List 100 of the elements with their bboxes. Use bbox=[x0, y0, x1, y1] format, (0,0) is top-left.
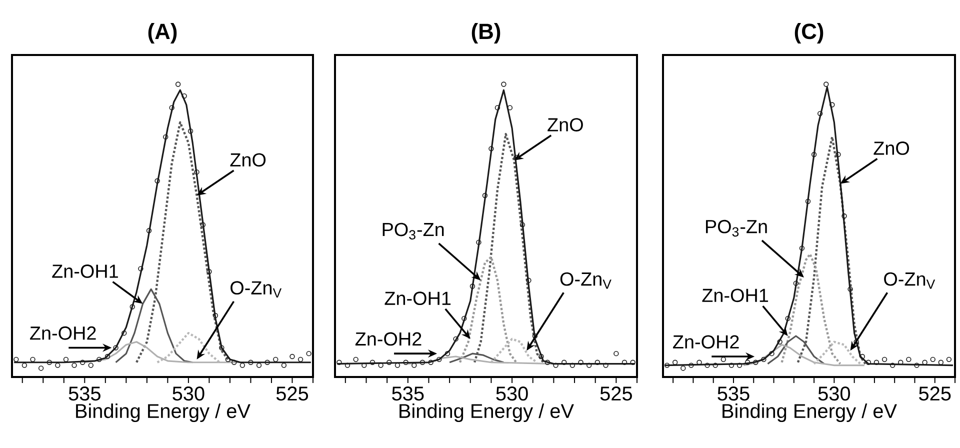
point bbox=[514, 154, 519, 160]
x-axis-title: Binding Energy / eV bbox=[76, 403, 250, 422]
x-axis-title: Binding Energy / eV bbox=[722, 403, 897, 422]
point bbox=[906, 356, 912, 362]
annotation: Zn-OH1 bbox=[384, 292, 451, 306]
x-tick-label: 535 bbox=[392, 386, 424, 401]
point bbox=[526, 278, 532, 283]
point bbox=[874, 360, 880, 365]
point bbox=[104, 354, 110, 360]
point bbox=[570, 362, 576, 368]
x-tick-label: 530 bbox=[496, 386, 528, 401]
point bbox=[882, 356, 888, 362]
point bbox=[436, 356, 442, 362]
point bbox=[860, 354, 865, 360]
x-tick-label: 535 bbox=[68, 386, 100, 401]
point bbox=[848, 286, 853, 292]
point bbox=[370, 360, 376, 365]
point bbox=[306, 350, 312, 356]
point bbox=[799, 246, 805, 251]
point bbox=[578, 360, 584, 365]
point bbox=[403, 360, 408, 365]
point bbox=[154, 178, 160, 184]
annotation: ZnO bbox=[230, 153, 266, 167]
point bbox=[362, 362, 367, 368]
annotation: ZnO bbox=[548, 118, 583, 132]
x-tick-label: 530 bbox=[172, 386, 204, 401]
point bbox=[169, 105, 174, 110]
point bbox=[842, 213, 847, 219]
point bbox=[344, 362, 350, 368]
point bbox=[562, 360, 567, 365]
point bbox=[736, 362, 742, 368]
point bbox=[113, 345, 118, 350]
annotation: PO$_{3}$-Zn bbox=[706, 220, 767, 237]
point bbox=[298, 356, 304, 362]
annotation: PO$_{3}$-Zn bbox=[382, 222, 444, 240]
point bbox=[225, 356, 230, 362]
point bbox=[336, 360, 342, 365]
point bbox=[121, 330, 127, 336]
point bbox=[256, 362, 262, 368]
point bbox=[720, 356, 726, 362]
point bbox=[520, 222, 526, 228]
x-tick-label: 525 bbox=[600, 386, 632, 401]
point bbox=[914, 362, 920, 368]
point bbox=[462, 316, 467, 322]
point bbox=[622, 360, 628, 365]
annotation: ZnO bbox=[874, 141, 910, 155]
point bbox=[811, 152, 817, 158]
point bbox=[188, 128, 194, 134]
x-tick-label: 525 bbox=[919, 386, 951, 401]
point bbox=[830, 102, 835, 108]
point bbox=[680, 366, 686, 371]
point bbox=[824, 82, 829, 87]
point bbox=[532, 333, 538, 339]
point bbox=[672, 360, 678, 365]
point bbox=[494, 105, 500, 110]
point bbox=[264, 360, 270, 365]
point bbox=[488, 146, 494, 152]
annotation: Zn-OH2 bbox=[355, 332, 422, 346]
point bbox=[476, 240, 482, 245]
point bbox=[688, 362, 694, 368]
point bbox=[586, 362, 592, 368]
point bbox=[146, 228, 152, 234]
point bbox=[603, 362, 608, 368]
point bbox=[769, 350, 774, 356]
point bbox=[785, 316, 790, 322]
point bbox=[753, 360, 758, 365]
point bbox=[80, 360, 86, 365]
point bbox=[890, 362, 896, 368]
point bbox=[232, 360, 237, 365]
point bbox=[817, 110, 823, 116]
annotation: Zn-OH2 bbox=[673, 335, 739, 349]
annotation: O-Zn$_{V}$ bbox=[560, 272, 612, 289]
point bbox=[501, 82, 506, 87]
point bbox=[55, 362, 60, 368]
point bbox=[353, 356, 358, 362]
point bbox=[428, 360, 434, 365]
point bbox=[614, 350, 619, 356]
point bbox=[72, 362, 77, 368]
point bbox=[793, 280, 799, 286]
x-tick-label: 535 bbox=[718, 386, 750, 401]
point bbox=[22, 362, 28, 368]
annotation: O-Zn$_{V}$ bbox=[230, 281, 282, 298]
point bbox=[30, 356, 36, 362]
point bbox=[938, 360, 944, 365]
point bbox=[46, 360, 52, 365]
point bbox=[453, 336, 458, 342]
point bbox=[836, 152, 841, 158]
point bbox=[930, 356, 936, 362]
point bbox=[854, 339, 859, 344]
point bbox=[712, 362, 718, 368]
point bbox=[777, 339, 782, 344]
point bbox=[412, 362, 417, 368]
point bbox=[14, 356, 19, 362]
point bbox=[240, 362, 246, 368]
point bbox=[182, 93, 187, 99]
point bbox=[88, 362, 94, 368]
x-axis-title: Binding Energy / eV bbox=[400, 403, 574, 422]
point bbox=[420, 360, 426, 365]
annotation: O-Zn$_{V}$ bbox=[884, 272, 936, 289]
point bbox=[248, 360, 254, 365]
